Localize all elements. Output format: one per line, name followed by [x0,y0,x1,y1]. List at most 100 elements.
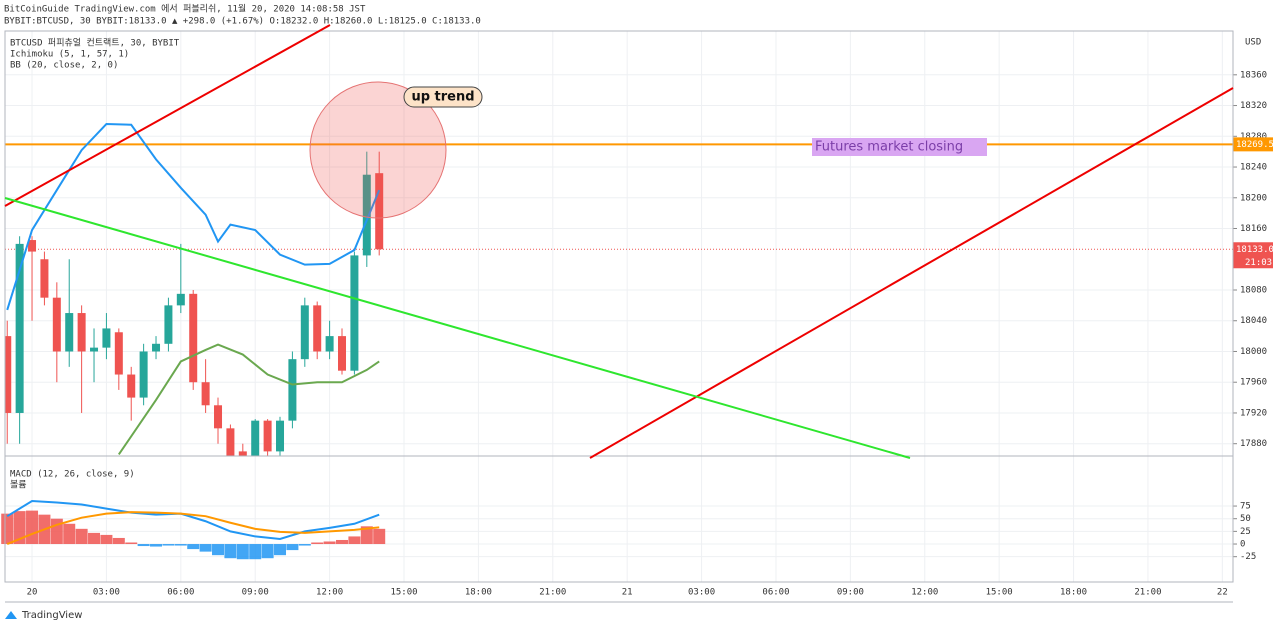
x-tick-label: 15:00 [390,588,417,598]
legend-entry: MACD (12, 26, close, 9) [10,470,135,480]
x-tick-label: 22 [1217,588,1228,598]
candle-body [52,297,61,352]
x-tick-label: 21:00 [1134,588,1161,598]
histogram-bar [1,513,14,545]
legend-entry: BB (20, close, 2, 0) [10,61,118,71]
histogram-bar [336,539,349,545]
candle-body [28,240,37,252]
y-tick-label: 18360 [1240,70,1267,80]
indicator-line [6,122,381,311]
candle-body [114,332,123,375]
candle-body [362,174,371,256]
candle-body [5,336,12,413]
note-text: Futures market closing [815,140,963,155]
indicator-line [6,511,380,545]
y-tick-label: 18320 [1240,101,1267,111]
legend-entry: Ichimoku (5, 1, 57, 1) [10,50,129,60]
trend-line-red [4,24,331,207]
histogram-bar [261,544,274,559]
histogram-bar [249,544,262,560]
candle-body [201,382,210,406]
candle-body [325,336,334,352]
histogram-bar [298,544,311,546]
histogram-bar [224,544,237,559]
histogram-bar [360,526,373,545]
candle-body [152,343,161,352]
candle-body [77,313,86,352]
candle-body [90,347,99,352]
histogram-bar [162,544,175,546]
brand: TradingView [21,610,82,621]
histogram-bar [286,544,299,551]
histogram-bar [212,544,225,556]
y-tick-label: 18160 [1240,224,1267,234]
brand-logo [5,611,17,619]
histogram-bar [373,528,386,545]
candle-body [251,420,260,456]
legend-entry: 볼륨 [10,480,27,491]
x-tick-label: 21 [622,588,633,598]
y-tick-label: 18040 [1240,316,1267,326]
candle-body [375,173,384,250]
x-tick-label: 18:00 [1060,588,1087,598]
x-tick-label: 06:00 [762,588,789,598]
x-tick-label: 21:00 [539,588,566,598]
x-tick-label: 03:00 [93,588,120,598]
note-box [812,138,987,156]
candle-body [276,420,285,452]
histogram-bar [26,510,39,545]
y-tick-label: -25 [1240,552,1256,562]
candle-body [263,420,272,452]
y-tick-label: 25 [1240,527,1251,537]
candles [5,143,1233,456]
histogram-bar [112,537,125,545]
x-tick-label: 03:00 [688,588,715,598]
histogram-bar [50,518,63,545]
candle-body [102,328,111,348]
legend-entry: BTCUSD 퍼피츄얼 컨트랙트, 30, BYBIT [10,38,180,49]
histogram-bar [348,536,361,545]
candle-body [65,313,74,352]
histogram-bar [311,542,324,545]
currency-label: USD [1245,38,1261,48]
histogram-bar [100,534,113,545]
y-tick-label: 75 [1240,502,1251,512]
candle-body [40,259,49,298]
y-tick-label: 17960 [1240,378,1267,388]
chart-area: 20 03:00 06:00 09:00 12:00 15:00 18:00 21:00 21 0… [1,31,1274,598]
histogram-bar [137,544,150,547]
y-tick-label: 17880 [1240,439,1267,449]
y-tick-label: 0 [1240,540,1245,550]
histogram-bar [88,532,101,545]
highlight-circle [309,81,447,219]
indicator-line [117,343,380,456]
candle-body [350,255,359,371]
histogram-bar [150,544,163,547]
histogram-bar [236,544,249,560]
y-tick-label: 18000 [1240,347,1267,357]
candle-body [300,305,309,360]
histogram-bar [63,523,76,545]
histogram-bar [13,511,26,545]
candle-body [189,293,198,383]
histogram-bar [323,541,336,545]
x-tick-label: 06:00 [167,588,194,598]
callout-text: up trend [411,90,474,105]
x-tick-label: 12:00 [316,588,343,598]
histogram-bar [199,544,212,552]
indicator-line [6,499,380,540]
price-tag [1233,242,1273,269]
candle-body [164,305,173,344]
countdown: 21:03 [1245,258,1272,268]
y-tick-label: 18200 [1240,193,1267,203]
histogram-bar [125,542,138,545]
histogram-bar [174,544,187,546]
candle-body [226,428,235,456]
header-title: BitCoinGuide TradingView.com 에서 퍼블리쉬, 11… [4,3,366,15]
macd-pane-frame [4,455,1234,583]
candle-body [338,336,347,371]
histogram-bar [274,544,287,556]
y-tick-label: 17920 [1240,408,1267,418]
x-tick-label: 09:00 [242,588,269,598]
